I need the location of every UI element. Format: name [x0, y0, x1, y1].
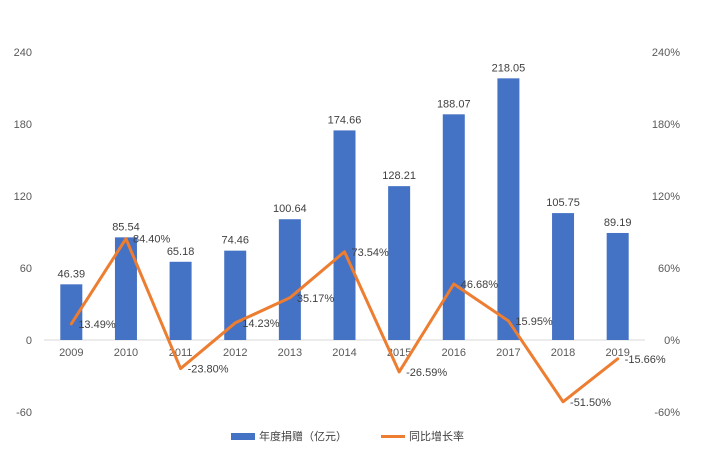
category-tick-label: 2010	[114, 347, 138, 359]
line-data-label: 14.23%	[242, 318, 280, 330]
bar	[606, 232, 629, 340]
right-axis-tick-label: 60%	[658, 263, 680, 275]
left-axis-tick-label: -60	[16, 407, 32, 419]
left-axis-tick-label: 0	[26, 335, 32, 347]
category-tick-label: 2012	[223, 347, 247, 359]
bar	[552, 213, 575, 340]
bar	[388, 186, 411, 340]
category-tick-label: 2009	[59, 347, 83, 359]
category-tick-label: 2017	[496, 347, 520, 359]
bar-data-label: 188.07	[437, 98, 471, 110]
bar	[333, 130, 356, 340]
bar	[442, 114, 465, 340]
legend-label-bar-series: 年度捐赠（亿元）	[259, 431, 347, 443]
line-data-label: 73.54%	[352, 247, 390, 259]
right-axis-tick-label: -60%	[654, 407, 680, 419]
bar-data-label: 65.18	[167, 246, 195, 258]
bar-data-label: 174.66	[328, 114, 362, 126]
line-data-label: 13.49%	[78, 319, 116, 331]
right-axis-tick-label: 180%	[652, 119, 680, 131]
category-tick-label: 2013	[278, 347, 302, 359]
left-axis-tick-label: 240	[14, 47, 32, 59]
line-data-label: 84.40%	[133, 234, 171, 246]
bar-data-label: 105.75	[546, 197, 580, 209]
line-data-label: -26.59%	[406, 367, 447, 379]
line-data-label: -15.66%	[625, 354, 666, 366]
bar-data-label: 128.21	[382, 170, 416, 182]
bar	[497, 78, 520, 340]
bar-data-label: 46.39	[58, 268, 86, 280]
right-axis-tick-label: 120%	[652, 191, 680, 203]
right-axis-tick-label: 0%	[664, 335, 680, 347]
left-axis-tick-label: 120	[14, 191, 32, 203]
category-tick-label: 2019	[605, 347, 629, 359]
bar	[60, 284, 83, 340]
bar-data-label: 85.54	[112, 221, 140, 233]
bar-data-label: 218.05	[492, 62, 526, 74]
bar	[224, 250, 247, 340]
left-axis-tick-label: 180	[14, 119, 32, 131]
legend: 年度捐赠（亿元） 同比增长率	[0, 427, 707, 445]
category-tick-label: 2018	[551, 347, 575, 359]
bar	[278, 219, 301, 340]
legend-item-line-series: 同比增长率	[381, 427, 464, 445]
bar-data-label: 74.46	[221, 235, 249, 247]
bar	[169, 261, 192, 340]
line-data-label: 35.17%	[297, 293, 335, 305]
line-data-label: 15.95%	[515, 316, 553, 328]
legend-swatch-line	[381, 434, 405, 438]
category-tick-label: 2014	[332, 347, 356, 359]
legend-label-line-series: 同比增长率	[409, 431, 464, 443]
bar-data-label: 89.19	[604, 217, 632, 229]
line-data-label: -23.80%	[188, 364, 229, 376]
bar-data-label: 100.64	[273, 203, 307, 215]
growth-rate-line	[69, 237, 620, 404]
bar	[114, 237, 137, 340]
line-data-label: -51.50%	[570, 397, 611, 409]
category-tick-label: 2016	[442, 347, 466, 359]
line-data-label: 46.68%	[461, 279, 499, 291]
legend-item-bar-series: 年度捐赠（亿元）	[231, 427, 347, 445]
left-axis-tick-label: 60	[20, 263, 32, 275]
legend-swatch-bar	[231, 432, 255, 440]
right-axis-tick-label: 240%	[652, 47, 680, 59]
